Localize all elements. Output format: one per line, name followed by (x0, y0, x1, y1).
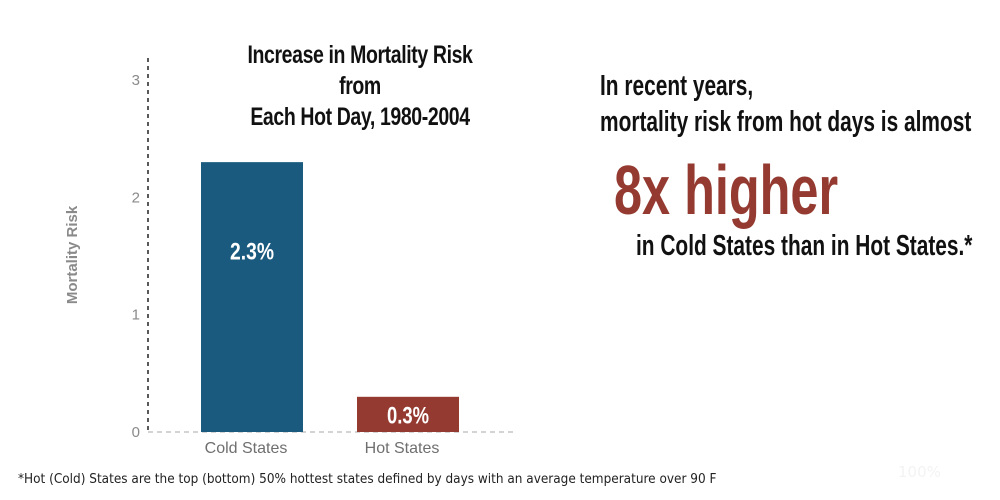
y-tick-label: 2 (132, 189, 140, 206)
bar-chart: 0 1 2 3 Mortality Risk 2.3% Cold States 0.3% H… (64, 58, 515, 457)
bar-hot-states (357, 396, 459, 432)
y-ticks: 0 1 2 3 (132, 72, 140, 441)
subline-text: in Cold States than in Hot States.* (636, 230, 973, 262)
headline: In recent years, mortality risk from hot… (600, 68, 971, 140)
bars: 2.3% Cold States 0.3% Hot States (201, 162, 459, 457)
headline-line-1: In recent years, (600, 70, 754, 102)
y-tick-label: 0 (132, 424, 140, 441)
y-axis-label: Mortality Risk (64, 205, 81, 304)
footnote: *Hot (Cold) States are the top (bottom) … (18, 472, 717, 487)
bar-value-label: 0.3% (387, 402, 429, 429)
chart-title: Increase in Mortality Risk from Each Hot… (231, 40, 488, 133)
headline-line-2: mortality risk from hot days is almost (600, 106, 972, 138)
x-category-label: Cold States (205, 440, 288, 457)
y-tick-label: 3 (132, 72, 140, 89)
y-tick-label: 1 (132, 307, 140, 324)
chart-title-line-1: Increase in Mortality Risk from (247, 41, 473, 100)
x-category-label: Hot States (365, 440, 440, 457)
highlight-text: 8x higher (614, 151, 839, 229)
bar-cold-states (201, 162, 303, 432)
watermark: 100% (898, 463, 941, 481)
bar-value-label: 2.3% (230, 238, 274, 265)
chart-title-line-2: Each Hot Day, 1980-2004 (250, 103, 470, 131)
